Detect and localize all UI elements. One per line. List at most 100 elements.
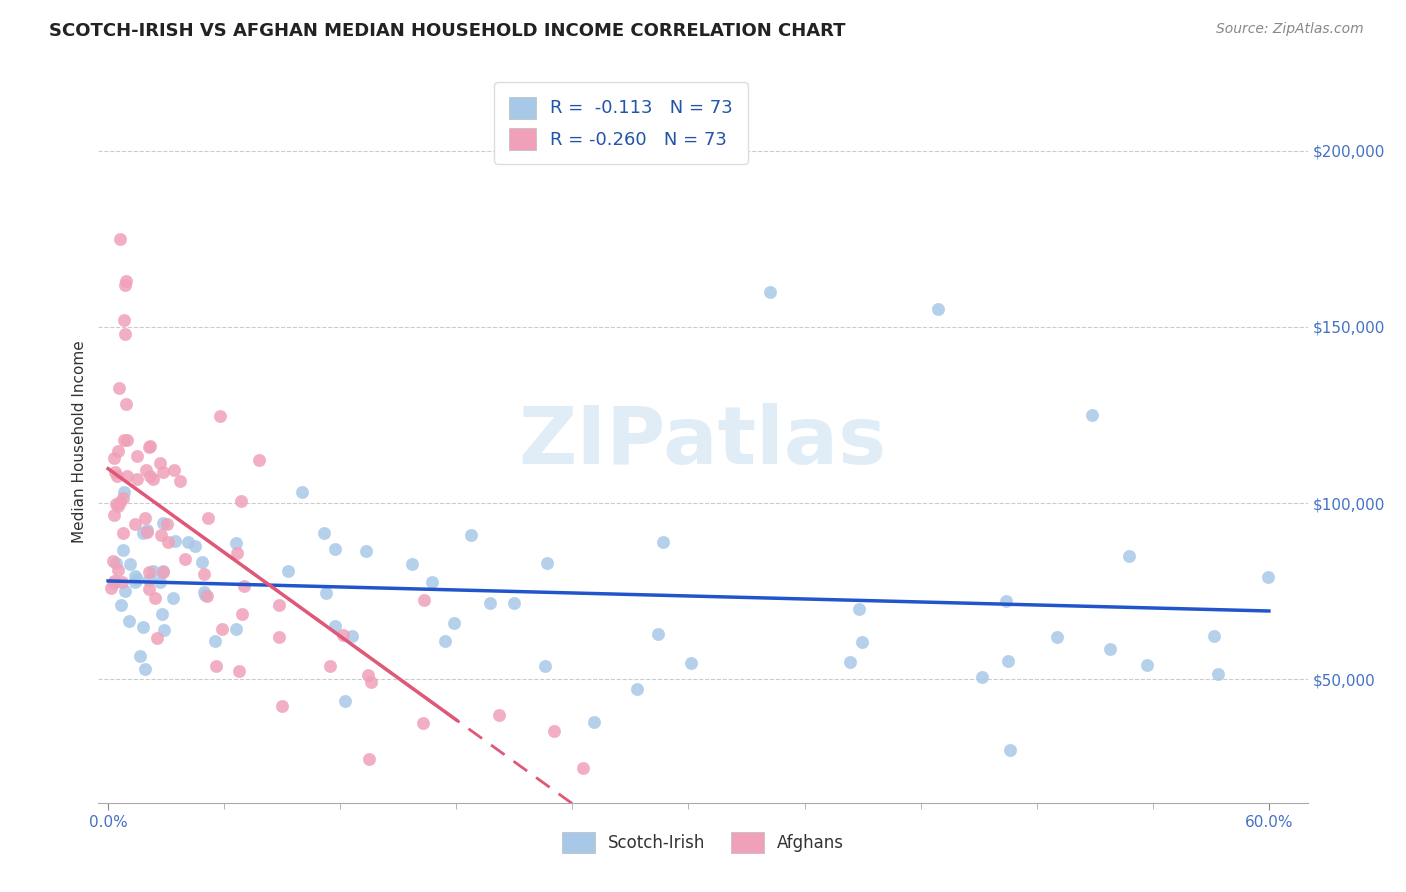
Point: [124, 568, 146, 582]
Point: [134, 511, 156, 525]
Point: [433, 633, 456, 648]
Point: [135, 463, 157, 477]
Point: [152, 564, 174, 578]
Point: [205, 659, 228, 673]
Point: [146, 632, 169, 646]
Point: [152, 516, 174, 530]
Point: [232, 579, 254, 593]
Point: [152, 623, 174, 637]
Point: [197, 511, 219, 525]
Point: [165, 533, 187, 548]
Point: [125, 472, 148, 486]
Y-axis label: Median Household Income: Median Household Income: [72, 340, 87, 543]
Point: [103, 574, 125, 588]
Point: [1000, 743, 1022, 757]
Point: [267, 598, 290, 612]
Point: [124, 516, 146, 531]
Point: [114, 277, 136, 292]
Point: [478, 596, 501, 610]
Point: [132, 619, 155, 633]
Point: [332, 628, 354, 642]
Point: [460, 528, 482, 542]
Point: [139, 468, 162, 483]
Point: [114, 313, 136, 327]
Point: [226, 546, 249, 560]
Point: [647, 626, 669, 640]
Point: [1257, 569, 1279, 583]
Point: [103, 450, 125, 465]
Point: [152, 565, 174, 579]
Point: [191, 555, 214, 569]
Point: [572, 760, 595, 774]
Point: [318, 658, 340, 673]
Point: [927, 302, 949, 317]
Point: [112, 491, 135, 505]
Point: [315, 585, 337, 599]
Point: [117, 615, 139, 629]
Point: [105, 468, 128, 483]
Point: [1118, 549, 1140, 563]
Point: [503, 596, 526, 610]
Point: [169, 474, 191, 488]
Text: SCOTCH-IRISH VS AFGHAN MEDIAN HOUSEHOLD INCOME CORRELATION CHART: SCOTCH-IRISH VS AFGHAN MEDIAN HOUSEHOLD …: [49, 22, 846, 40]
Point: [139, 439, 162, 453]
Point: [195, 589, 218, 603]
Point: [267, 630, 290, 644]
Point: [150, 607, 173, 621]
Point: [101, 554, 124, 568]
Point: [149, 457, 172, 471]
Point: [125, 449, 148, 463]
Point: [204, 634, 226, 648]
Point: [103, 508, 125, 522]
Point: [184, 539, 207, 553]
Legend: Scotch-Irish, Afghans: Scotch-Irish, Afghans: [555, 826, 851, 860]
Point: [128, 648, 150, 663]
Point: [356, 543, 378, 558]
Point: [333, 694, 356, 708]
Point: [112, 484, 135, 499]
Point: [582, 714, 605, 729]
Point: [271, 699, 294, 714]
Point: [229, 493, 252, 508]
Point: [114, 583, 136, 598]
Point: [970, 670, 993, 684]
Point: [997, 654, 1019, 668]
Point: [107, 563, 129, 577]
Point: [1046, 630, 1069, 644]
Point: [124, 574, 146, 589]
Point: [359, 752, 381, 766]
Point: [401, 558, 423, 572]
Point: [679, 656, 702, 670]
Point: [193, 584, 215, 599]
Point: [176, 535, 198, 549]
Point: [118, 558, 141, 572]
Point: [412, 593, 434, 607]
Point: [342, 629, 364, 643]
Point: [111, 525, 134, 540]
Point: [152, 465, 174, 479]
Point: [162, 591, 184, 605]
Point: [312, 525, 335, 540]
Point: [114, 326, 136, 341]
Point: [104, 497, 127, 511]
Point: [108, 232, 131, 246]
Point: [108, 381, 131, 395]
Point: [534, 659, 557, 673]
Point: [851, 634, 873, 648]
Point: [277, 564, 299, 578]
Point: [208, 409, 231, 423]
Point: [994, 594, 1017, 608]
Point: [136, 524, 159, 539]
Point: [360, 674, 382, 689]
Point: [138, 574, 160, 588]
Point: [142, 565, 165, 579]
Point: [132, 525, 155, 540]
Point: [138, 582, 160, 596]
Point: [143, 591, 166, 605]
Point: [149, 574, 172, 589]
Point: [115, 397, 138, 411]
Point: [105, 556, 128, 570]
Point: [156, 517, 179, 532]
Text: ZIPatlas: ZIPatlas: [519, 402, 887, 481]
Point: [138, 441, 160, 455]
